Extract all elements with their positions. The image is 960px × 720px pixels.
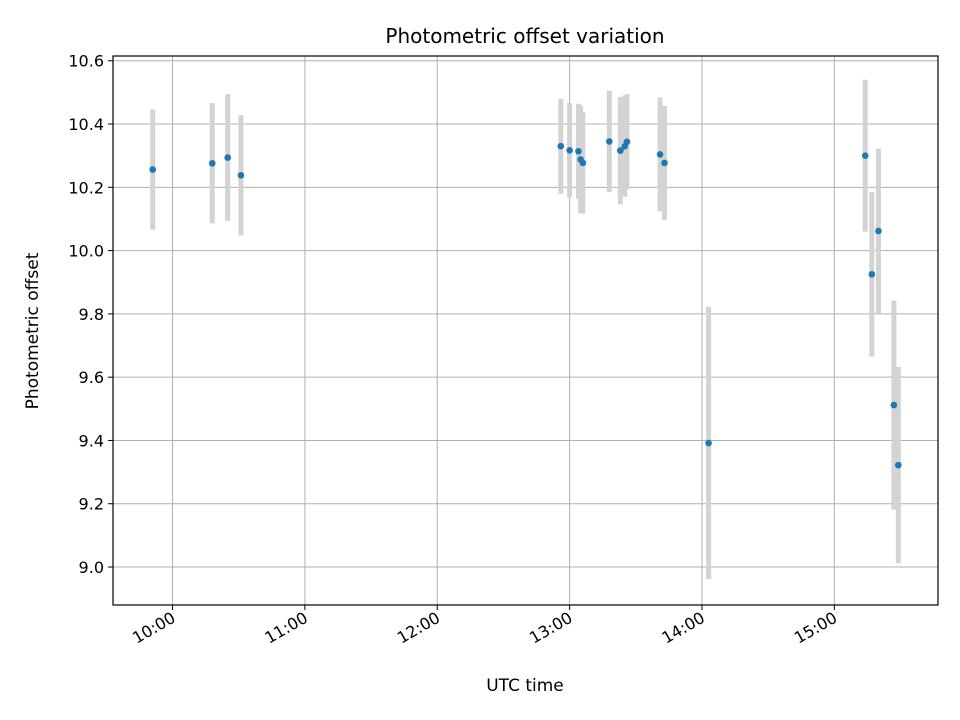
data-point [861, 152, 869, 159]
data-point [623, 138, 631, 146]
data-point [656, 151, 664, 158]
y-tick-label: 10.4 [68, 115, 104, 134]
data-points [149, 138, 902, 469]
y-tick-label: 9.2 [79, 495, 104, 514]
data-point [208, 159, 216, 167]
chart-title: Photometric offset variation [385, 24, 664, 48]
y-axis: 9.0 9.2 9.4 9.6 9.8 10.0 10.2 10.4 10.6 [68, 52, 113, 577]
data-point [875, 227, 882, 235]
y-tick-label: 9.8 [79, 305, 104, 324]
data-point [894, 461, 902, 469]
data-point [149, 166, 157, 173]
data-point [705, 439, 712, 447]
data-point [237, 171, 245, 179]
data-point [617, 147, 624, 154]
y-tick-label: 9.0 [79, 558, 104, 577]
data-point [575, 147, 582, 155]
plot-frame [112, 55, 939, 606]
data-point [224, 154, 232, 161]
y-axis-label: Photometric offset [23, 252, 43, 409]
y-tick-label: 9.4 [79, 431, 104, 450]
data-point [661, 159, 668, 167]
x-axis-label: UTC time [486, 676, 564, 696]
data-point [557, 142, 565, 150]
y-tick-label: 10.2 [68, 178, 104, 197]
y-tick-label: 10.0 [68, 242, 104, 261]
data-point [579, 159, 587, 167]
grid [113, 56, 938, 605]
y-tick-label: 9.6 [79, 368, 104, 387]
y-tick-label: 10.6 [68, 52, 104, 71]
data-point [566, 146, 573, 154]
data-point [890, 401, 898, 409]
data-point [606, 138, 613, 145]
data-point [868, 271, 876, 278]
